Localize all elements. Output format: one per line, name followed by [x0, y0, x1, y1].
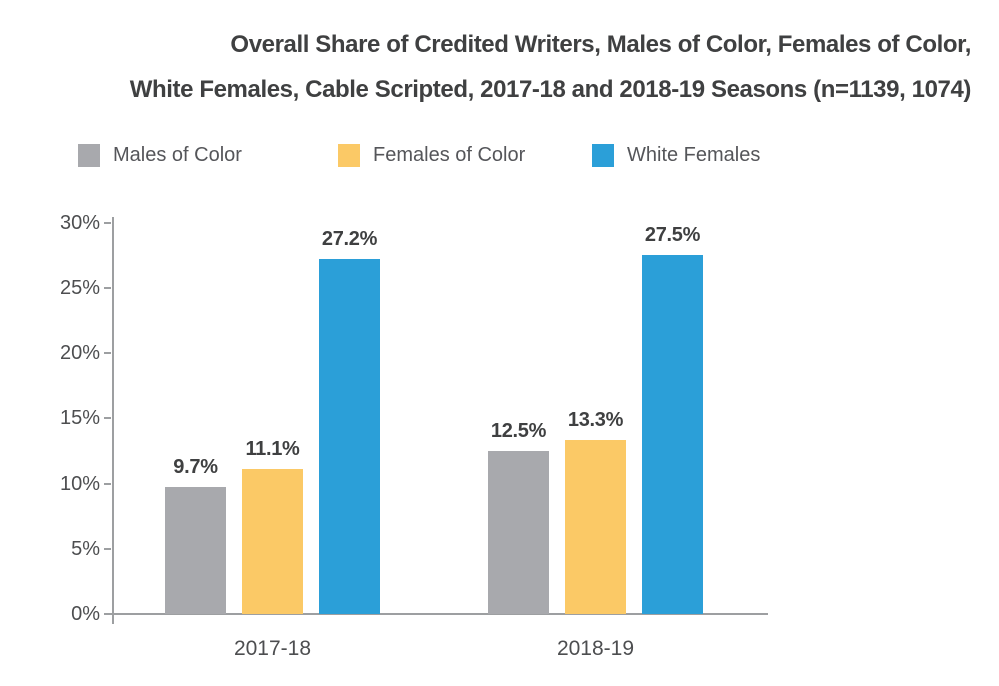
bar-value-label: 9.7% [173, 456, 218, 478]
y-axis-tick [104, 222, 111, 224]
bar-females-of-color-2018-19 [565, 440, 626, 614]
y-axis-tick-label: 5% [71, 538, 100, 560]
chart-title-line1: Overall Share of Credited Writers, Males… [230, 31, 971, 58]
legend-swatch-males-of-color [78, 144, 100, 167]
y-axis-tick [104, 483, 111, 485]
y-axis-tick-label: 10% [59, 473, 100, 495]
bar-value-label: 13.3% [567, 409, 624, 431]
bar-value-label: 11.1% [245, 438, 300, 460]
y-axis-tick [104, 613, 111, 615]
bar-white-females-2017-18 [319, 259, 380, 614]
y-axis-tick [104, 548, 111, 550]
chart-title-line2: White Females, Cable Scripted, 2017-18 a… [129, 76, 972, 103]
legend-item-females-of-color: Females of Color [338, 144, 525, 167]
y-axis-tick-label: 30% [59, 212, 100, 234]
y-axis-line [112, 217, 114, 624]
legend-label: Males of Color [113, 144, 242, 166]
y-axis-tick [104, 417, 111, 419]
legend-swatch-females-of-color [338, 144, 360, 167]
legend-item-males-of-color: Males of Color [78, 144, 242, 167]
y-axis-tick [104, 352, 111, 354]
x-axis-line [104, 613, 768, 615]
bar-value-label: 27.5% [644, 224, 701, 246]
x-axis-category-label: 2018-19 [556, 637, 635, 660]
legend-item-white-females: White Females [592, 144, 760, 167]
bar-value-label: 27.2% [321, 228, 378, 250]
y-axis-tick-label: 15% [59, 407, 100, 429]
bar-males-of-color-2017-18 [165, 487, 226, 614]
bar-males-of-color-2018-19 [488, 451, 549, 614]
bar-white-females-2018-19 [642, 255, 703, 614]
y-axis-tick [104, 287, 111, 289]
y-axis-tick-label: 25% [59, 277, 100, 299]
bar-females-of-color-2017-18 [242, 469, 303, 614]
y-axis-tick-label: 0% [71, 603, 100, 625]
legend-label: Females of Color [373, 144, 526, 166]
x-axis-category-label: 2017-18 [233, 637, 312, 660]
bar-value-label: 12.5% [490, 420, 547, 442]
chart-title: Overall Share of Credited Writers, Males… [0, 22, 972, 112]
legend-label: White Females [627, 144, 761, 166]
legend-swatch-white-females [592, 144, 614, 167]
y-axis-tick-label: 20% [59, 342, 100, 364]
